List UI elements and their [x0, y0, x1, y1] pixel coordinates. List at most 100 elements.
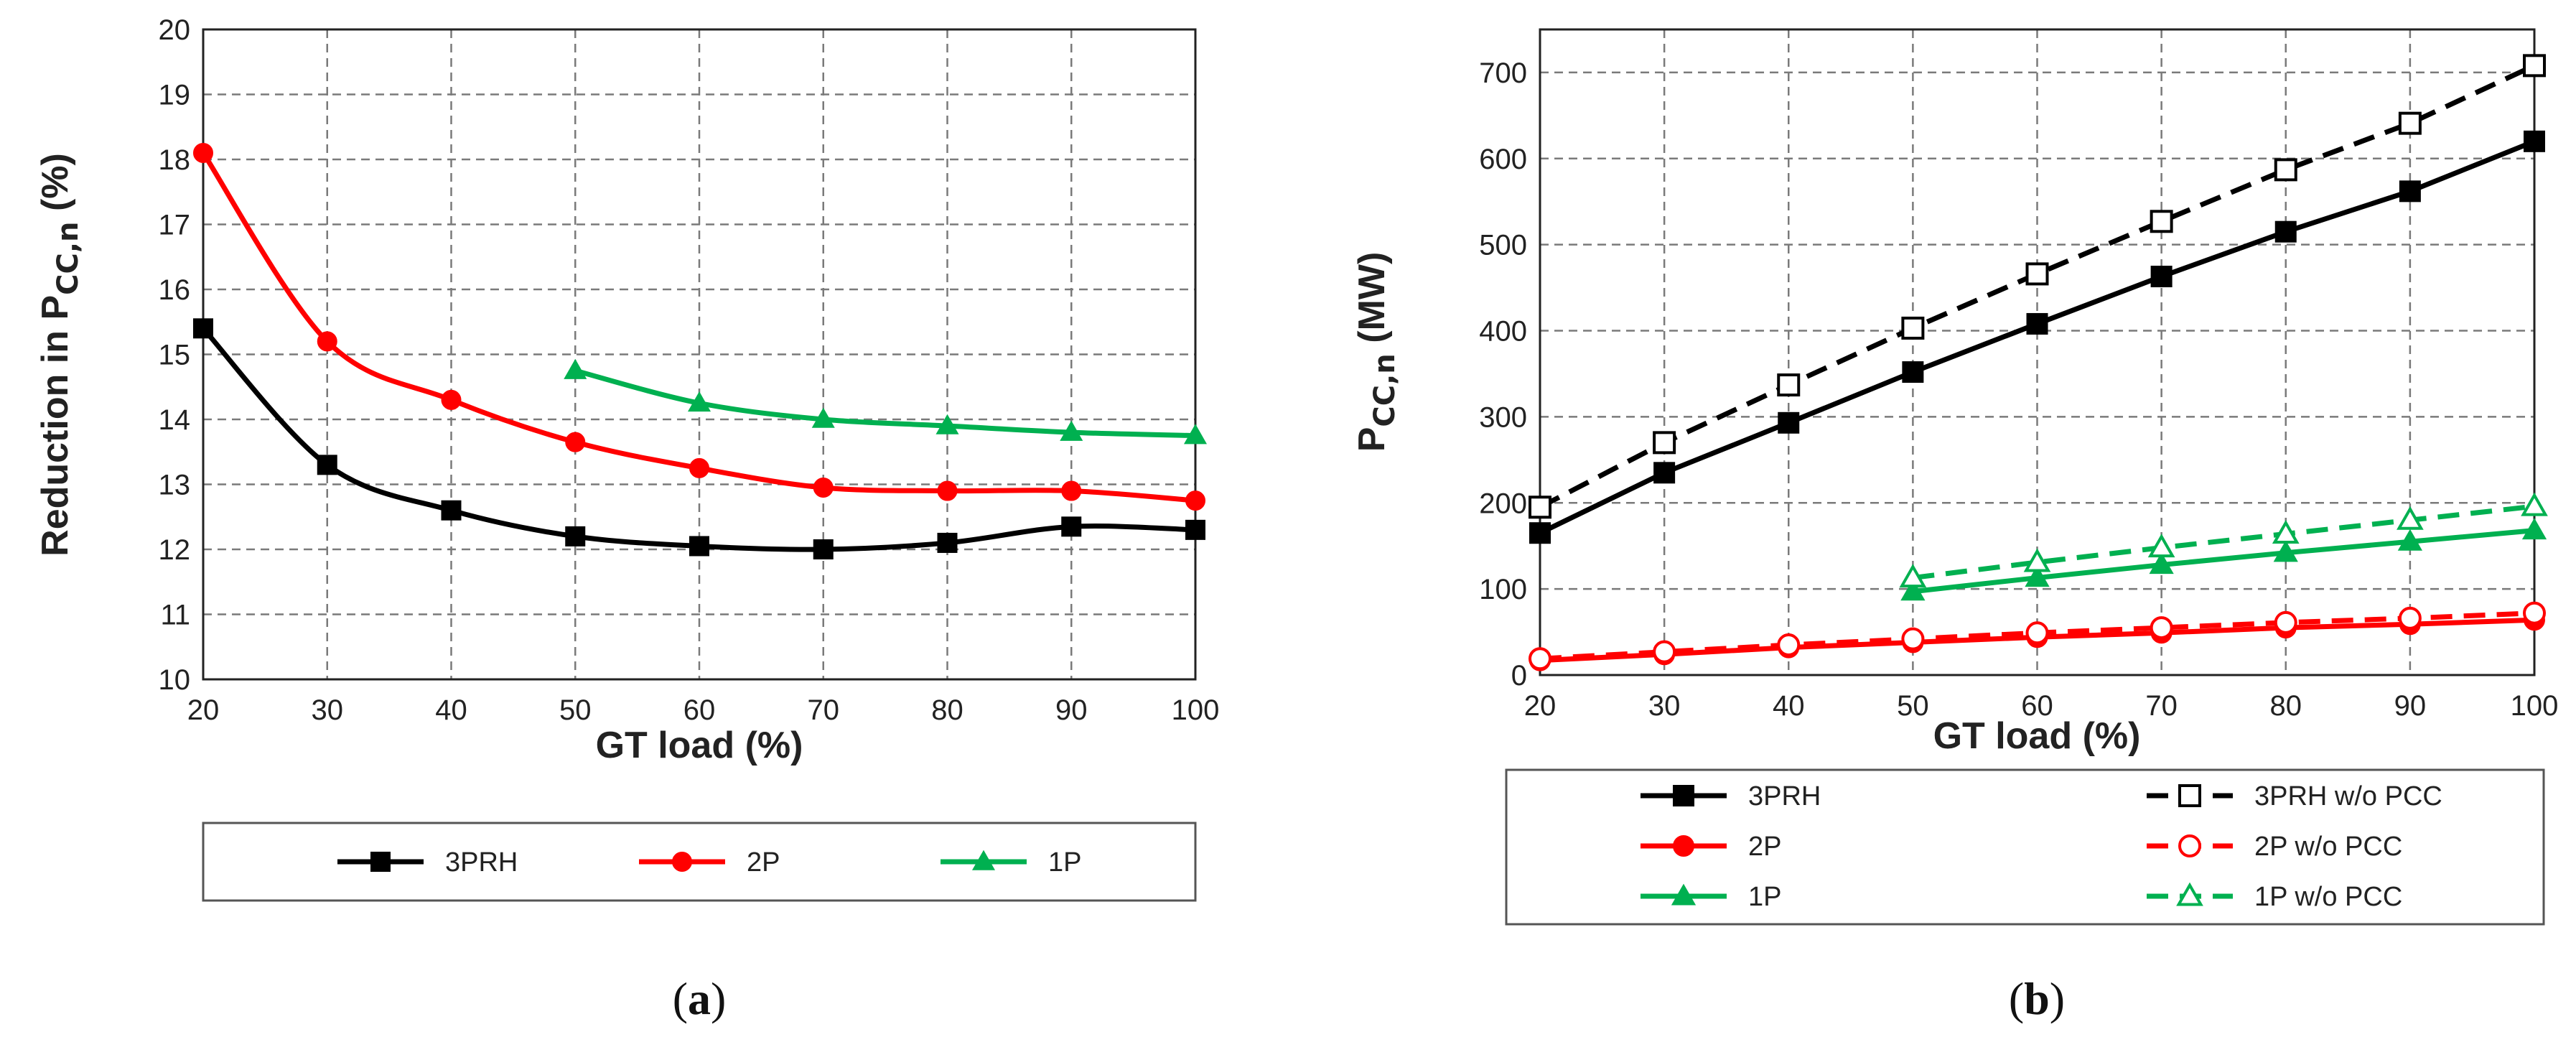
panel-a-point-1p	[811, 407, 835, 428]
panel-a-legend-marker	[370, 852, 391, 872]
panel-a-plot-frame	[202, 28, 1197, 681]
panel-a-point-3prh	[441, 500, 462, 521]
panel-b-plot-frame	[1539, 28, 2536, 676]
panel-a-line-2p	[201, 152, 1196, 503]
panel-a-point-1p	[687, 391, 711, 412]
panel-a-point-2p	[441, 389, 462, 410]
panel-b-point-3prh	[2274, 220, 2297, 243]
panel-b-point-1p-w-o-pcc	[2023, 548, 2051, 572]
panel-b-legend-entry-1p-w-o-pcc: 1P w/o PCC	[2147, 882, 2402, 912]
panel-b-point-1p	[2521, 518, 2547, 540]
panel-a-line-1p	[574, 368, 1196, 439]
panel-a-legend-label: 2P	[747, 847, 780, 878]
panel-a-point-1p	[935, 414, 959, 434]
panel-a-y-axis-title: Reduction in PCC,n (%)	[34, 153, 85, 557]
panel-b-y-tick-label: 300	[1479, 401, 1527, 433]
panel-a-x-ticks: 20 30 40 50 60 70 80 90 100	[187, 694, 1220, 726]
panel-a-grid	[203, 29, 1195, 679]
panel-a-label-letter: a	[688, 973, 711, 1024]
panel-b-point-3prh-w-o-pcc	[2274, 158, 2297, 182]
panel-a-point-1p	[1183, 424, 1208, 445]
panel-b-point-3prh-w-o-pcc	[1901, 316, 1925, 340]
panel-a-point-2p	[565, 432, 586, 452]
panel-b-label-close: )	[2050, 973, 2065, 1024]
panel-a-y-tick-label: 17	[159, 210, 191, 241]
panel-b-y-tick-label: 600	[1479, 144, 1527, 175]
panel-a-chart: 20 30 40 50 60 70 80 90 100 10 11 12 13 14 15 16 17 18 19…	[34, 14, 1219, 1024]
panel-a-point-1p	[564, 358, 587, 379]
panel-a-legend-entry-3prh: 3PRH	[337, 847, 518, 878]
panel-b-point-3prh-w-o-pcc	[2398, 111, 2422, 135]
panel-a-point-2p	[1061, 480, 1082, 501]
panel-b-series	[1529, 54, 2548, 671]
panel-b-point-3prh-w-o-pcc	[2150, 210, 2173, 233]
panel-a-y-tick-label: 19	[159, 80, 191, 111]
panel-b-x-tick-label: 60	[2021, 690, 2053, 722]
panel-b-legend-entry-1p: 1P	[1641, 882, 1781, 912]
panel-b-point-2p-w-o-pcc	[1777, 633, 1801, 657]
panel-a-legend-entry-1p: 1P	[941, 847, 1081, 878]
panel-b-point-2p-w-o-pcc	[2274, 610, 2297, 634]
panel-b-point-2p-w-o-pcc	[2523, 601, 2546, 625]
panel-a-y-title-sub: CC,n	[52, 221, 85, 294]
panel-a-point-2p	[193, 142, 213, 163]
panel-b-x-tick-label: 70	[2145, 690, 2178, 722]
panel-a-x-tick-label: 100	[1172, 694, 1220, 726]
panel-b-y-ticks: 0 100 200 300 400 500 600 700	[1479, 57, 1527, 692]
panel-a-point-3prh	[813, 539, 834, 559]
panel-a-y-title-main: Reduction in P	[34, 295, 76, 557]
panel-a-label: (a)	[673, 973, 727, 1024]
panel-b-point-2p-w-o-pcc	[2398, 606, 2422, 630]
panel-b-legend-marker	[2178, 784, 2201, 807]
panel-b-x-tick-label: 50	[1897, 690, 1929, 722]
panel-a-x-tick-label: 30	[312, 694, 344, 726]
panel-b-point-2p-w-o-pcc	[1529, 647, 1551, 671]
panel-b-x-tick-label: 20	[1524, 690, 1557, 722]
panel-b-x-ticks: 20 30 40 50 60 70 80 90 100	[1524, 690, 2559, 722]
panel-b-legend-label: 2P	[1748, 832, 1781, 862]
panel-b-legend-entry-2p-w-o-pcc: 2P w/o PCC	[2147, 832, 2402, 862]
panel-a-point-2p	[937, 480, 958, 501]
panel-a-point-3prh	[193, 318, 213, 339]
panel-a-point-2p	[1185, 490, 1205, 511]
panel-a-y-title-end: (%)	[34, 153, 76, 221]
panel-b-point-3prh-w-o-pcc	[2025, 262, 2049, 286]
panel-b-point-3prh-w-o-pcc	[1653, 431, 1676, 455]
panel-b-point-3prh	[1902, 361, 1924, 383]
panel-a-x-tick-label: 90	[1055, 694, 1088, 726]
panel-b-point-1p-w-o-pcc	[2147, 534, 2175, 558]
panel-a-x-tick-label: 20	[187, 694, 220, 726]
panel-a-legend-marker	[971, 850, 996, 870]
panel-b-point-2p-w-o-pcc	[2150, 616, 2173, 640]
panel-b-legend-marker	[1673, 785, 1694, 806]
panel-a-y-tick-label: 10	[159, 664, 191, 696]
panel-b-label-open: (	[2009, 973, 2024, 1024]
panel-b-y-tick-label: 0	[1511, 660, 1527, 692]
panel-b-y-title-main: P	[1351, 427, 1393, 452]
panel-a-point-3prh	[1061, 516, 1082, 537]
panel-b-point-1p-w-o-pcc	[2397, 506, 2424, 530]
panel-a-series	[193, 142, 1208, 559]
panel-a-label-close: )	[711, 973, 726, 1024]
panel-b-point-1p	[1900, 579, 1926, 601]
panel-a-legend-entries: 3PRH 2P 1P	[337, 847, 1081, 878]
panel-b-point-2p-w-o-pcc	[1653, 640, 1676, 664]
panel-b-chart: 20 30 40 50 60 70 80 90 100 0 100 200 300 400 500 600 7…	[1351, 28, 2559, 1024]
panel-b-legend-marker	[1671, 883, 1697, 906]
panel-b-y-tick-label: 100	[1479, 574, 1527, 605]
panel-b-point-3prh	[2150, 266, 2173, 288]
panel-a-series-2p	[193, 142, 1205, 511]
panel-b-point-1p	[2397, 529, 2422, 551]
panel-b-x-tick-label: 100	[2511, 690, 2559, 722]
panel-b-legend-entry-3prh-w-o-pcc: 3PRH w/o PCC	[2147, 781, 2442, 811]
panel-b-point-1p-w-o-pcc	[2272, 519, 2300, 544]
panel-b-point-3prh	[2524, 130, 2545, 152]
panel-b-line-1p-w-o-pcc	[1912, 503, 2535, 581]
panel-b-point-3prh-w-o-pcc	[1529, 496, 1551, 519]
panel-b-y-tick-label: 400	[1479, 316, 1527, 348]
panel-a-label-open: (	[673, 973, 688, 1024]
panel-b-point-3prh-w-o-pcc	[1777, 373, 1801, 397]
panel-b-point-1p-w-o-pcc	[1899, 564, 1927, 588]
panel-b-point-1p	[2149, 552, 2174, 575]
panel-b-y-tick-label: 500	[1479, 230, 1527, 261]
